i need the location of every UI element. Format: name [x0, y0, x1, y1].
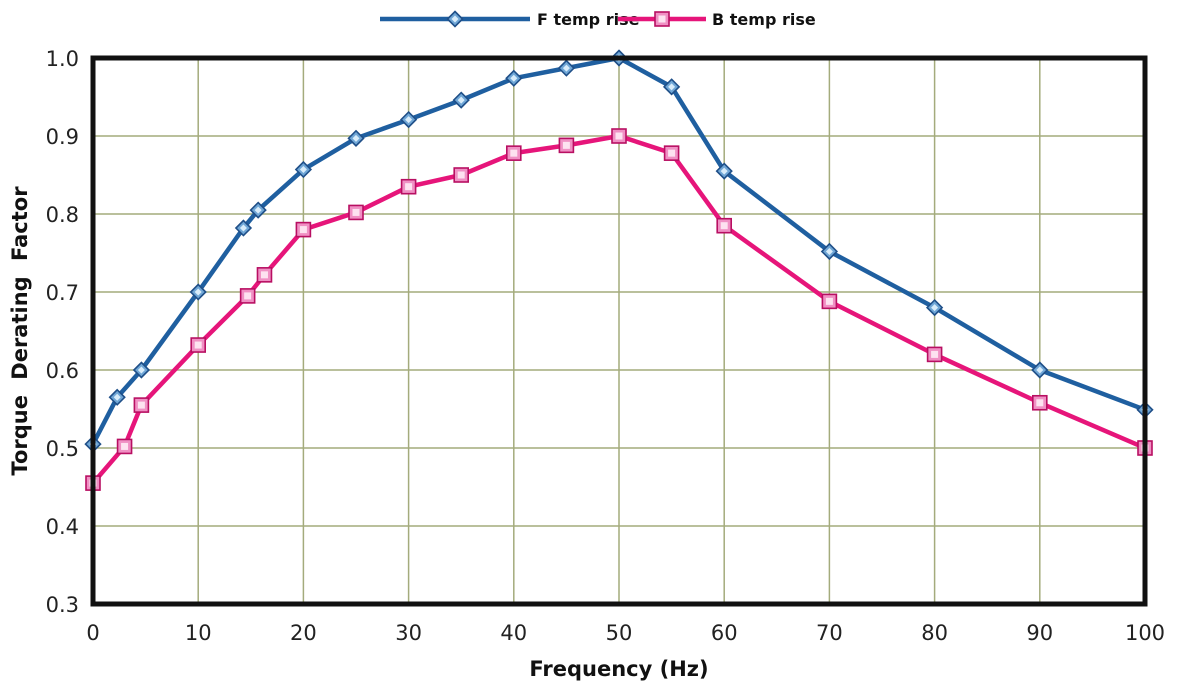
x-axis-ticks: 0 10 20 30 40 50 60 70 80 90 100	[86, 621, 1165, 645]
x-tick-label: 40	[500, 621, 527, 645]
y-tick-label: 0.5	[46, 437, 79, 461]
plot-frame	[90, 55, 1148, 607]
legend-label: B temp rise	[712, 10, 816, 29]
legend-marker	[654, 11, 670, 27]
x-tick-label: 0	[86, 621, 99, 645]
data-point	[452, 91, 470, 109]
y-tick-label: 0.4	[46, 515, 79, 539]
data-point	[453, 167, 470, 183]
x-tick-label: 10	[185, 621, 212, 645]
data-point	[239, 288, 256, 304]
series-f-temp-rise	[84, 49, 1154, 453]
data-point	[116, 438, 133, 455]
data-point	[715, 162, 733, 180]
data-point	[820, 242, 839, 261]
data-point	[1032, 394, 1048, 411]
data-point	[348, 204, 364, 221]
data-point	[108, 388, 126, 406]
series-layer	[84, 49, 1154, 491]
legend: F temp rise B temp rise	[380, 10, 816, 29]
data-point	[505, 69, 523, 87]
x-tick-label: 90	[1026, 621, 1053, 645]
x-tick-label: 60	[711, 621, 738, 645]
data-point	[557, 59, 576, 77]
x-tick-label: 50	[606, 621, 633, 645]
data-point	[611, 128, 627, 144]
y-axis-ticks: 0.3 0.4 0.5 0.6 0.7 0.8 0.9 1.0	[46, 47, 79, 617]
legend-label: F temp rise	[537, 10, 640, 29]
data-point	[133, 397, 150, 413]
data-point	[400, 178, 417, 195]
x-tick-label: 80	[921, 621, 948, 645]
data-point	[294, 160, 313, 179]
data-point	[347, 129, 365, 147]
data-point	[399, 110, 418, 129]
legend-marker	[446, 10, 464, 28]
data-point	[132, 361, 151, 379]
y-tick-label: 0.9	[46, 125, 79, 149]
x-tick-label: 70	[816, 621, 843, 645]
data-point	[821, 293, 838, 310]
series-b-temp-rise	[85, 128, 1153, 491]
x-tick-label: 30	[395, 621, 422, 645]
data-point	[558, 137, 575, 154]
data-point	[926, 346, 943, 363]
x-axis-title: Frequency (Hz)	[529, 657, 708, 681]
y-tick-label: 1.0	[46, 47, 79, 71]
data-point	[662, 78, 681, 96]
data-point	[663, 145, 680, 161]
y-axis-title: Torque Derating Factor	[8, 186, 32, 476]
y-tick-label: 0.3	[46, 593, 79, 617]
data-point	[234, 219, 253, 237]
legend-item: F temp rise	[380, 10, 640, 29]
data-point	[189, 283, 207, 301]
data-point	[716, 217, 733, 234]
data-point	[190, 337, 206, 353]
legend-item: B temp rise	[618, 10, 816, 29]
data-point	[249, 201, 267, 219]
data-point	[505, 145, 522, 161]
data-point	[1031, 361, 1049, 379]
data-point	[295, 221, 312, 238]
data-point	[925, 298, 944, 317]
data-point	[256, 267, 273, 283]
y-tick-label: 0.6	[46, 359, 79, 383]
x-tick-label: 20	[290, 621, 317, 645]
y-tick-label: 0.7	[46, 281, 79, 305]
y-tick-label: 0.8	[46, 203, 79, 227]
x-tick-label: 100	[1125, 621, 1165, 645]
